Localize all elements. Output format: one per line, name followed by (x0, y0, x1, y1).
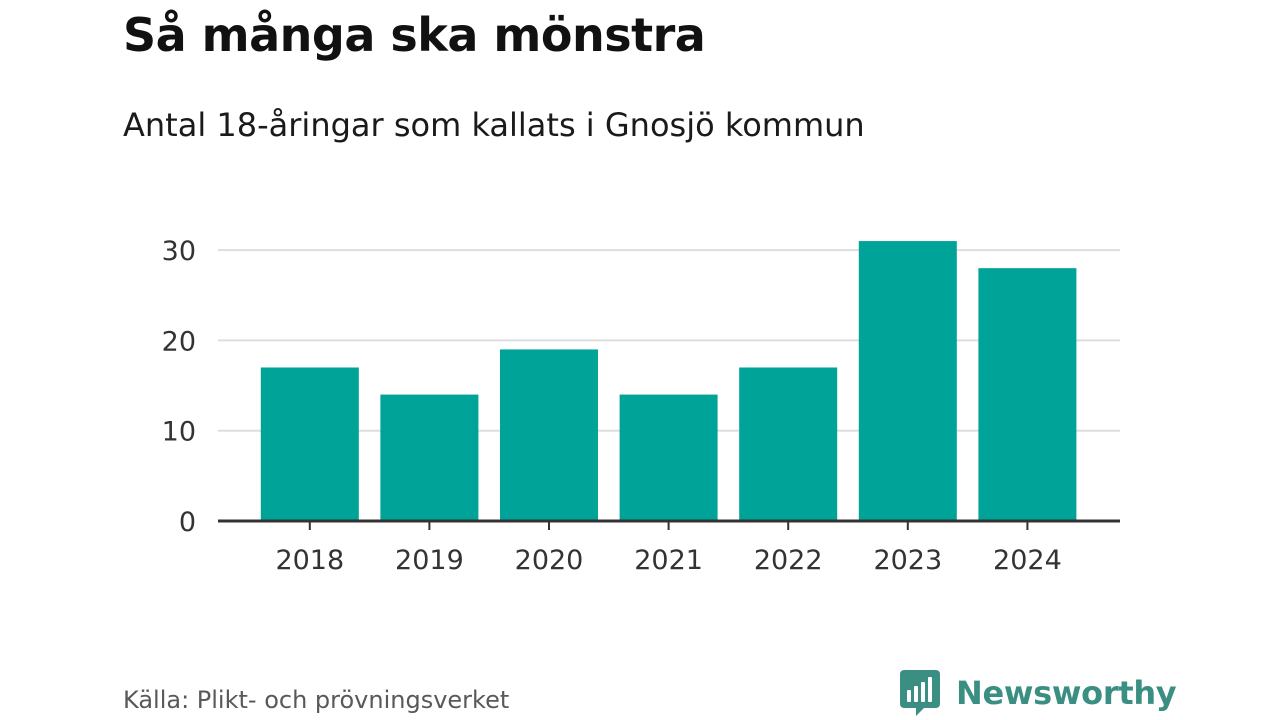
y-tick-label-30: 30 (162, 236, 196, 267)
y-tick-label-10: 10 (162, 417, 196, 448)
x-tick-label-2018: 2018 (275, 545, 344, 576)
bar-2020[interactable] (500, 349, 598, 521)
brand-name: Newsworthy (956, 674, 1177, 712)
source-note: Källa: Plikt- och prövningsverket (123, 686, 510, 714)
newsworthy-logo-icon (900, 670, 940, 716)
brand[interactable]: Newsworthy (900, 670, 1177, 716)
bar-2023[interactable] (858, 241, 957, 521)
chart-title: Så många ska mönstra (123, 8, 706, 62)
x-tick-label-2021: 2021 (634, 545, 703, 576)
bar-2021[interactable] (619, 394, 718, 521)
x-tick-label-2024: 2024 (993, 545, 1062, 576)
x-tick-label-2020: 2020 (515, 545, 584, 576)
y-tick-label-20: 20 (162, 326, 196, 357)
y-tick-label-0: 0 (179, 507, 196, 538)
bar-2022[interactable] (739, 367, 838, 521)
bar-layer (260, 241, 1077, 521)
x-tick-label-2022: 2022 (754, 545, 823, 576)
bar-2019[interactable] (380, 394, 479, 521)
label-layer: 0 10 20 30 2018 2019 2020 2021 2022 2023 2024 (162, 236, 1062, 576)
chart-subtitle: Antal 18-åringar som kallats i Gnosjö ko… (123, 106, 865, 144)
bar-2018[interactable] (260, 367, 359, 521)
axis-layer (218, 519, 1120, 530)
x-tick-label-2019: 2019 (395, 545, 464, 576)
bar-2024[interactable] (978, 268, 1077, 521)
x-tick-label-2023: 2023 (873, 545, 942, 576)
